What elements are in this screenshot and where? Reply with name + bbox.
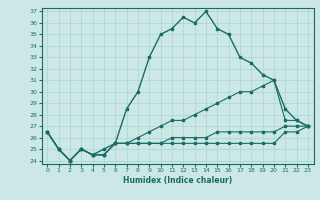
X-axis label: Humidex (Indice chaleur): Humidex (Indice chaleur) <box>123 176 232 185</box>
